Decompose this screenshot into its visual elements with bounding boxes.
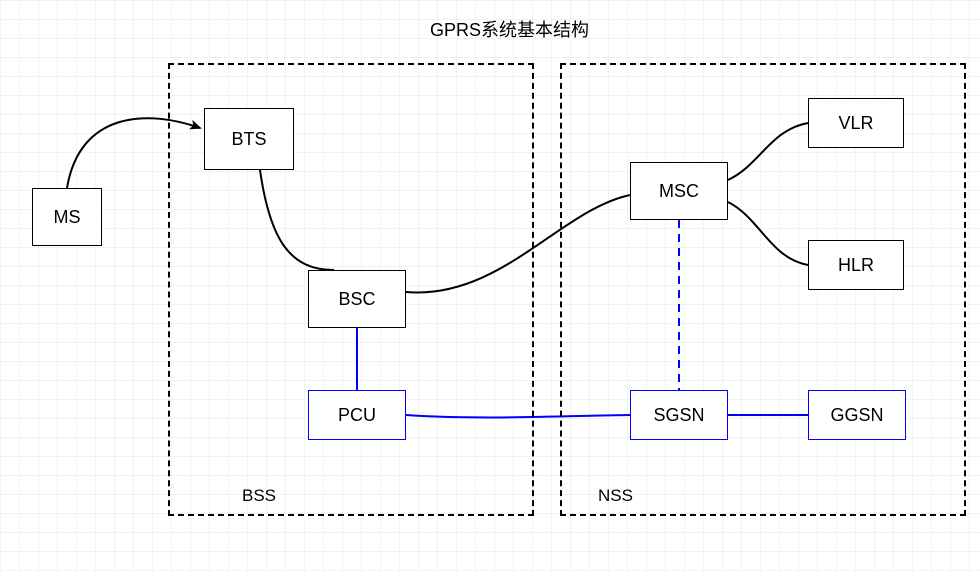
node-ggsn: GGSN <box>808 390 906 440</box>
node-hlr: HLR <box>808 240 904 290</box>
node-bts: BTS <box>204 108 294 170</box>
node-bsc: BSC <box>308 270 406 328</box>
bss-group-label: BSS <box>242 486 276 506</box>
node-ms: MS <box>32 188 102 246</box>
nss-group-label: NSS <box>598 486 633 506</box>
diagram-title: GPRS系统基本结构 <box>430 16 589 42</box>
node-msc: MSC <box>630 162 728 220</box>
node-sgsn: SGSN <box>630 390 728 440</box>
node-vlr: VLR <box>808 98 904 148</box>
node-pcu: PCU <box>308 390 406 440</box>
nss-group <box>560 63 966 516</box>
